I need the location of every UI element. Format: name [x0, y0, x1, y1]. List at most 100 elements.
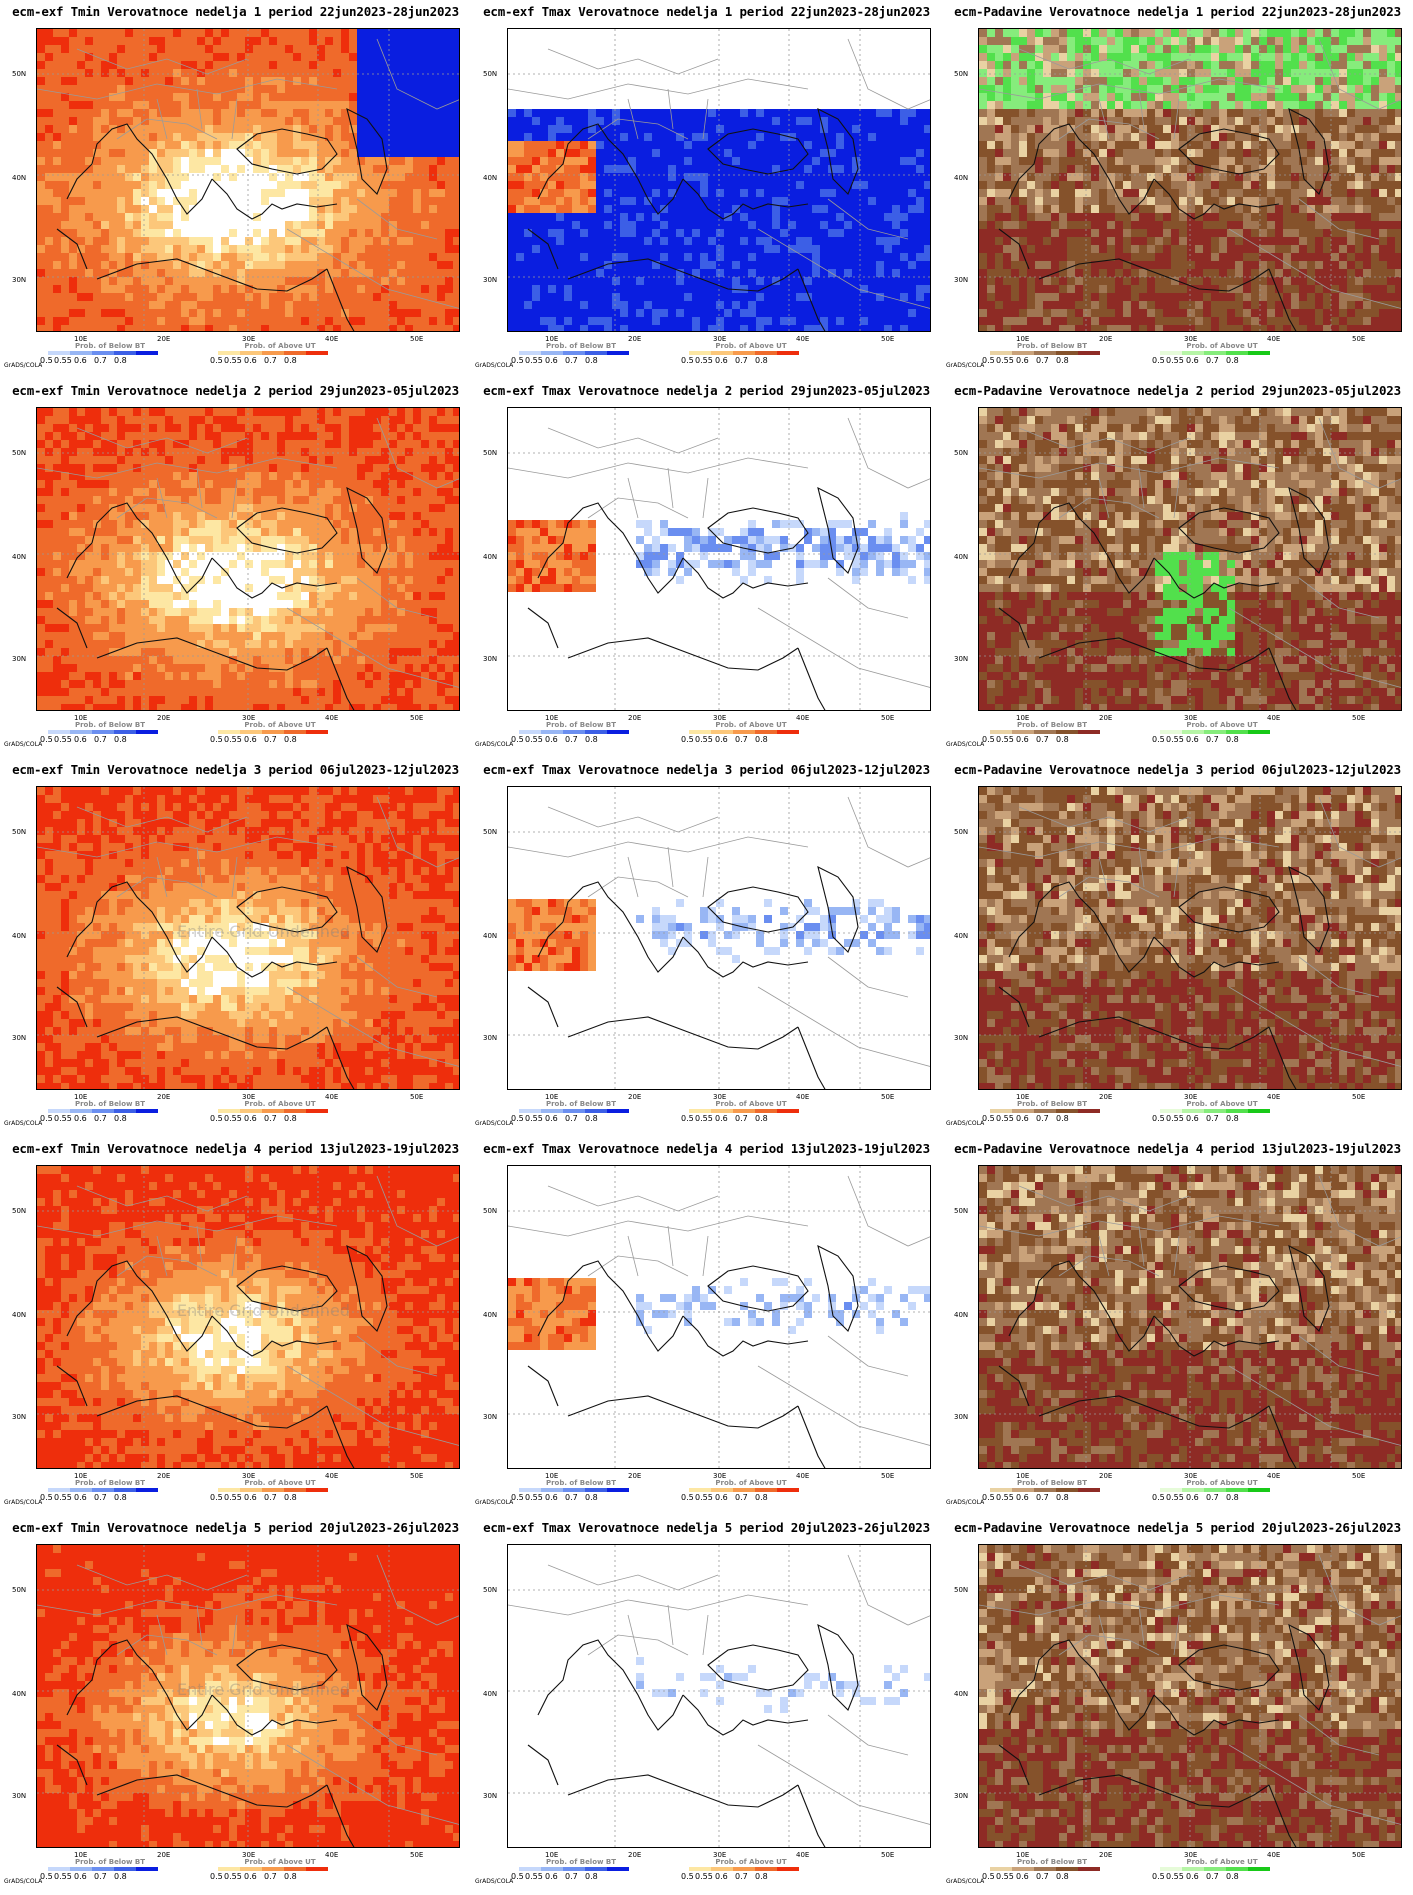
probability-cell	[524, 325, 532, 331]
probability-cell	[453, 269, 459, 277]
probability-cell	[165, 277, 173, 285]
probability-cell	[1379, 117, 1387, 125]
probability-cell	[636, 213, 644, 221]
probability-cell	[165, 261, 173, 269]
legend-value: 0.7	[735, 356, 755, 365]
probability-cell	[317, 109, 325, 117]
probability-cell	[157, 261, 165, 269]
probability-cell	[381, 85, 389, 93]
probability-cell	[117, 213, 125, 221]
probability-cell	[93, 269, 101, 277]
probability-cell	[77, 93, 85, 101]
probability-cell	[149, 245, 157, 253]
probability-cell	[1107, 45, 1115, 53]
probability-cell	[748, 245, 756, 253]
probability-cell	[85, 237, 93, 245]
probability-cell	[93, 61, 101, 69]
probability-cell	[1371, 37, 1379, 45]
probability-cell	[1227, 93, 1235, 101]
probability-cell	[61, 117, 69, 125]
probability-cell	[1147, 61, 1155, 69]
probability-cell	[548, 173, 556, 181]
probability-cell	[1395, 213, 1401, 221]
probability-cell	[1347, 125, 1355, 133]
probability-cell	[1275, 237, 1283, 245]
probability-cell	[325, 277, 333, 285]
probability-cell	[1035, 37, 1043, 45]
probability-cell	[1083, 125, 1091, 133]
probability-cell	[652, 229, 660, 237]
probability-cell	[876, 301, 884, 309]
probability-cell	[317, 205, 325, 213]
probability-cell	[237, 293, 245, 301]
probability-cell	[1315, 181, 1323, 189]
probability-cell	[764, 141, 772, 149]
probability-cell	[804, 221, 812, 229]
probability-cell	[157, 93, 165, 101]
probability-cell	[277, 85, 285, 93]
probability-cell	[692, 197, 700, 205]
probability-cell	[1107, 109, 1115, 117]
probability-cell	[1363, 125, 1371, 133]
probability-cell	[700, 149, 708, 157]
probability-cell	[333, 69, 341, 77]
probability-cell	[1275, 229, 1283, 237]
probability-cell	[1307, 197, 1315, 205]
probability-cell	[772, 117, 780, 125]
probability-cell	[1323, 133, 1331, 141]
probability-cell	[612, 277, 620, 285]
probability-cell	[389, 37, 397, 45]
probability-cell	[676, 237, 684, 245]
probability-cell	[1195, 237, 1203, 245]
probability-cell	[229, 53, 237, 61]
probability-cell	[860, 261, 868, 269]
probability-cell	[508, 181, 516, 189]
probability-cell	[700, 293, 708, 301]
probability-cell	[900, 309, 908, 317]
probability-cell	[133, 317, 141, 325]
probability-cell	[644, 205, 652, 213]
probability-cell	[1219, 77, 1227, 85]
probability-cell	[229, 69, 237, 77]
probability-cell	[572, 285, 580, 293]
probability-cell	[876, 197, 884, 205]
probability-cell	[165, 165, 173, 173]
probability-cell	[1043, 189, 1051, 197]
probability-cell	[588, 309, 596, 317]
probability-cell	[69, 221, 77, 229]
probability-cell	[325, 285, 333, 293]
probability-cell	[916, 149, 924, 157]
probability-cell	[1123, 141, 1131, 149]
probability-cell	[413, 189, 421, 197]
probability-cell	[421, 205, 429, 213]
probability-cell	[836, 197, 844, 205]
probability-cell	[149, 229, 157, 237]
probability-cell	[1171, 37, 1179, 45]
probability-cell	[1347, 213, 1355, 221]
probability-cell	[1331, 245, 1339, 253]
probability-cell	[812, 245, 820, 253]
probability-cell	[165, 325, 173, 331]
probability-cell	[1371, 213, 1379, 221]
probability-cell	[341, 269, 349, 277]
probability-cell	[333, 165, 341, 173]
probability-cell	[1275, 213, 1283, 221]
probability-cell	[1147, 77, 1155, 85]
probability-cell	[852, 189, 860, 197]
probability-cell	[213, 45, 221, 53]
probability-cell	[349, 197, 357, 205]
probability-cell	[253, 157, 261, 165]
probability-cell	[636, 117, 644, 125]
probability-cell	[556, 317, 564, 325]
probability-cell	[397, 309, 405, 317]
probability-cell	[852, 197, 860, 205]
probability-cell	[1347, 165, 1355, 173]
probability-cell	[1123, 197, 1131, 205]
probability-cell	[357, 293, 365, 301]
probability-cell	[1179, 197, 1187, 205]
probability-cell	[397, 85, 405, 93]
probability-cell	[45, 37, 53, 45]
probability-cell	[708, 173, 716, 181]
probability-cell	[836, 245, 844, 253]
probability-cell	[1179, 229, 1187, 237]
